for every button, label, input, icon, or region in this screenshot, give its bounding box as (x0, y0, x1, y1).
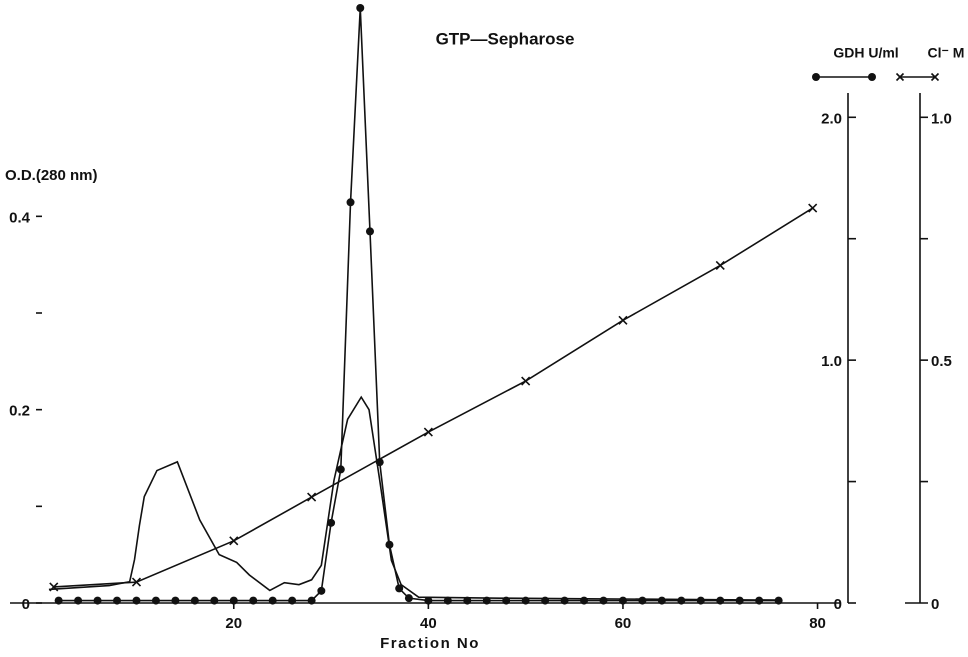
data-point (618, 315, 628, 325)
data-point (307, 596, 316, 605)
data-point (327, 518, 336, 527)
data-point (482, 596, 491, 605)
data-point (404, 594, 413, 603)
data-point (336, 465, 345, 474)
data-point (521, 376, 531, 386)
data-point (395, 584, 404, 593)
x-tick-label: 20 (225, 615, 242, 632)
y2-tick-label: 0 (834, 596, 842, 613)
data-point (268, 596, 277, 605)
chart-title: GTP—Sepharose (436, 29, 575, 48)
data-point (307, 492, 317, 502)
data-point (424, 596, 433, 605)
x-tick-label: 80 (809, 615, 826, 632)
x-tick-label: 60 (615, 615, 632, 632)
data-point (210, 596, 219, 605)
data-point (715, 260, 725, 270)
data-point (618, 596, 627, 605)
legend-label: Cl⁻ M (928, 45, 965, 61)
data-point (356, 4, 365, 12)
data-point (131, 577, 142, 587)
data-point (190, 596, 199, 605)
data-point (638, 596, 647, 605)
data-point (580, 596, 589, 605)
x-axis-label: Fraction No (380, 635, 480, 652)
data-point (249, 596, 258, 605)
data-point (288, 596, 297, 605)
data-point (808, 203, 818, 213)
y-tick-label: 0.2 (9, 403, 30, 420)
data-point (755, 596, 764, 605)
y-tick-label: 0 (22, 596, 30, 613)
data-point (317, 586, 326, 595)
series-line (48, 395, 779, 601)
data-point (521, 596, 530, 605)
y3-tick-label: 0.5 (931, 353, 952, 370)
legend-symbol (930, 72, 940, 82)
data-point (385, 540, 394, 549)
data-point (423, 427, 433, 437)
series-line (58, 7, 779, 602)
legend-label: GDH U/ml (833, 45, 898, 61)
data-point (774, 596, 783, 605)
series-line (53, 207, 814, 588)
data-point (93, 596, 102, 605)
data-point (463, 596, 472, 605)
y2-tick-label: 1.0 (821, 353, 842, 370)
legend-symbol (812, 73, 820, 81)
data-point (735, 596, 744, 605)
data-point (229, 596, 238, 605)
y3-tick-label: 1.0 (931, 110, 952, 127)
data-point (151, 596, 160, 605)
data-point (54, 596, 63, 605)
data-point (696, 596, 705, 605)
data-point (74, 596, 83, 605)
x-tick-label: 40 (420, 615, 437, 632)
data-point (49, 582, 59, 592)
data-point (346, 198, 355, 207)
data-point (171, 596, 180, 605)
data-point (229, 536, 239, 546)
legend-symbol (895, 72, 905, 82)
data-point (657, 596, 666, 605)
data-point (560, 596, 569, 605)
data-point (677, 596, 686, 605)
y2-tick-label: 2.0 (821, 110, 842, 127)
legend-symbol (868, 73, 876, 81)
data-point (716, 596, 725, 605)
y3-tick-label: 0 (931, 596, 939, 613)
data-point (599, 596, 608, 605)
data-point (132, 596, 141, 605)
y-axis-label: O.D.(280 nm) (5, 167, 98, 184)
data-point (365, 227, 374, 236)
data-point (113, 596, 122, 605)
data-point (502, 596, 511, 605)
data-point (541, 596, 550, 605)
y-tick-label: 0.4 (9, 209, 31, 226)
data-point (443, 596, 452, 605)
